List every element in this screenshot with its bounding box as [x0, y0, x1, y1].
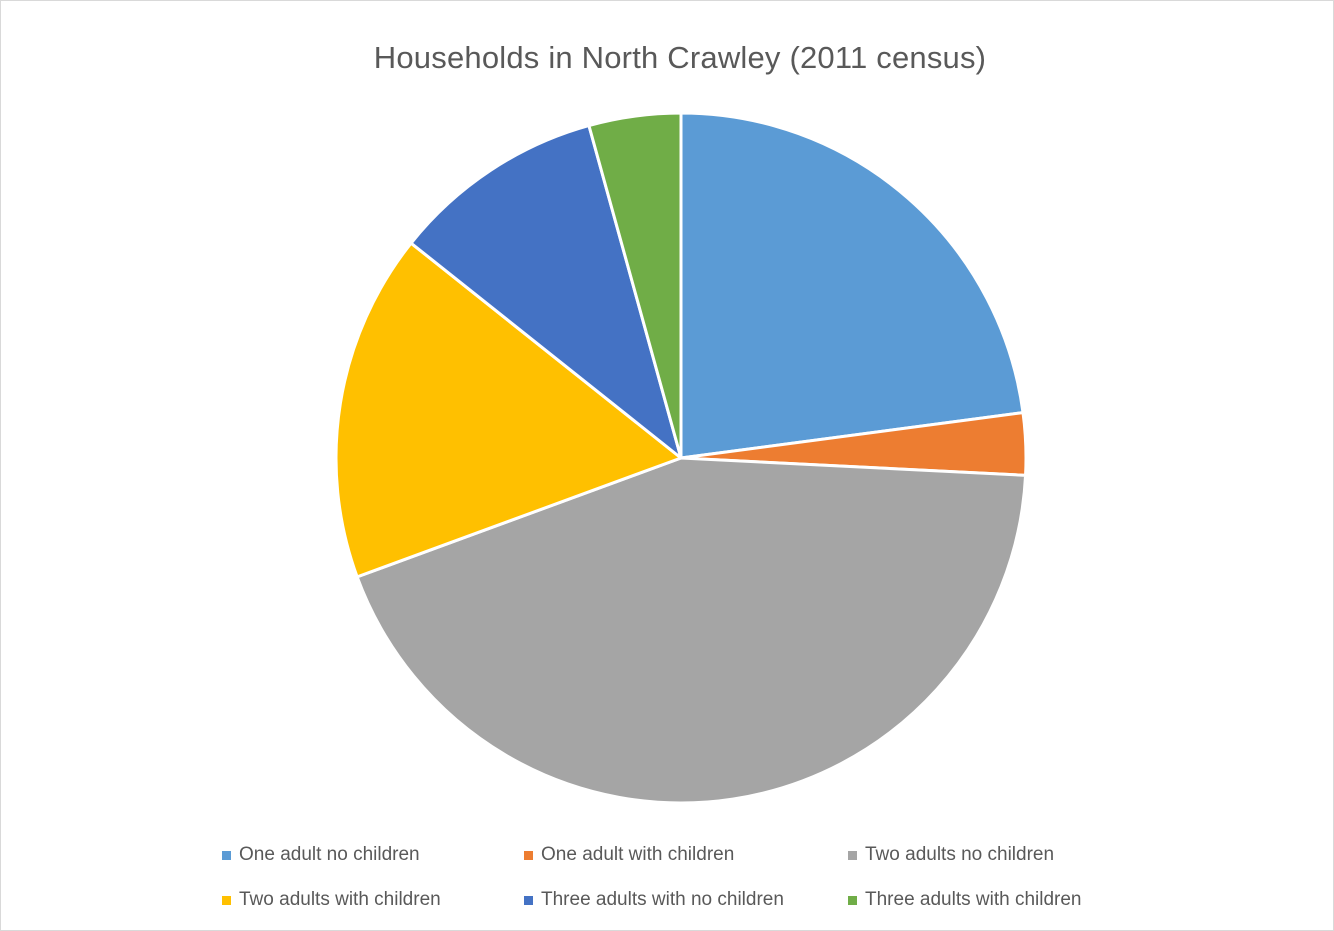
chart-title: Households in North Crawley (2011 census… [373, 40, 987, 75]
pie-slice-1 [679, 111, 1025, 460]
pie-slice-6 [587, 111, 683, 460]
pie-slice-3 [355, 456, 1028, 805]
pie-slice-5 [409, 124, 683, 460]
pie-slice-4 [334, 241, 683, 579]
